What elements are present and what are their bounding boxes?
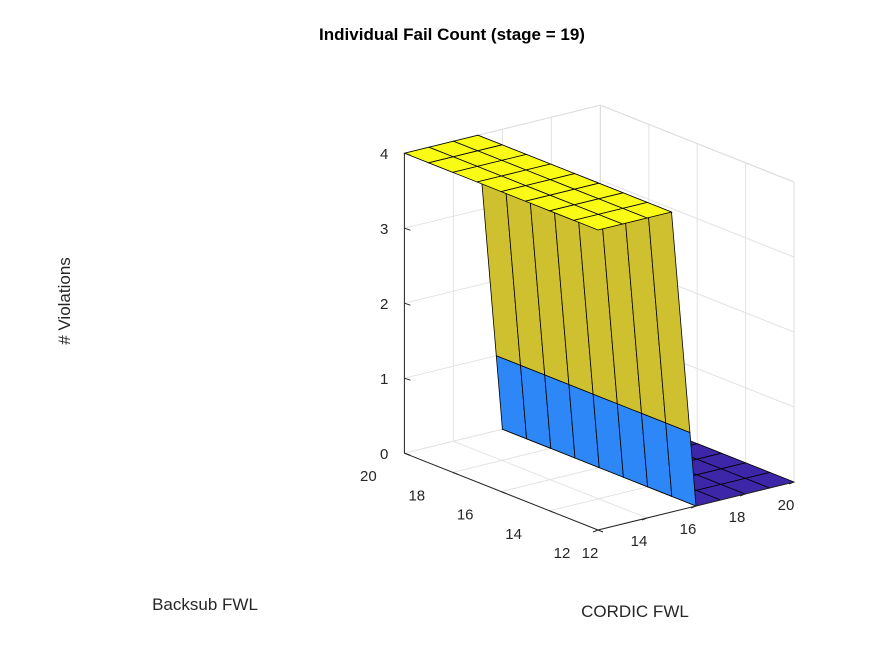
z-tick-label: 1 [380,371,388,388]
y-axis-label: Backsub FWL [152,595,258,614]
x-tick-mark [788,481,795,485]
grid-line-z-side [600,179,795,258]
y-tick-label: 16 [457,507,474,524]
z-tick-mark [404,377,411,381]
y-tick-mark [501,491,507,495]
z-tick-label: 3 [380,221,388,238]
y-tick-label: 14 [505,526,522,543]
y-tick-label: 20 [360,468,377,485]
chart-title: Individual Fail Count (stage = 19) [319,25,585,44]
z-axis-label: # Violations [55,257,74,345]
x-tick-mark [690,505,697,509]
y-tick-label: 12 [554,545,571,562]
x-tick-label: 16 [680,521,697,538]
x-tick-mark [592,529,599,533]
x-tick-label: 18 [729,509,746,526]
surface [403,134,796,507]
z-tick-mark [404,302,411,306]
z-tick-label: 4 [380,146,388,163]
x-tick-label: 14 [631,533,648,550]
y-tick-mark [597,529,604,533]
z-tick-mark [404,227,411,231]
axes-lines [403,152,795,533]
y-tick-label: 18 [408,487,425,504]
z-tick-label: 2 [380,296,388,313]
x-tick-mark [739,493,746,497]
z-tick-mark [404,152,411,156]
surface-patch [572,213,624,231]
y-tick-mark [549,510,555,514]
x-tick-label: 12 [582,545,599,562]
box-edge [600,104,795,183]
x-axis-label: CORDIC FWL [581,602,689,621]
y-tick-mark [452,471,458,475]
x-tick-mark [641,517,648,521]
z-tick-mark [404,452,411,456]
x-tick-label: 20 [778,497,795,514]
z-tick-label: 0 [380,446,388,463]
